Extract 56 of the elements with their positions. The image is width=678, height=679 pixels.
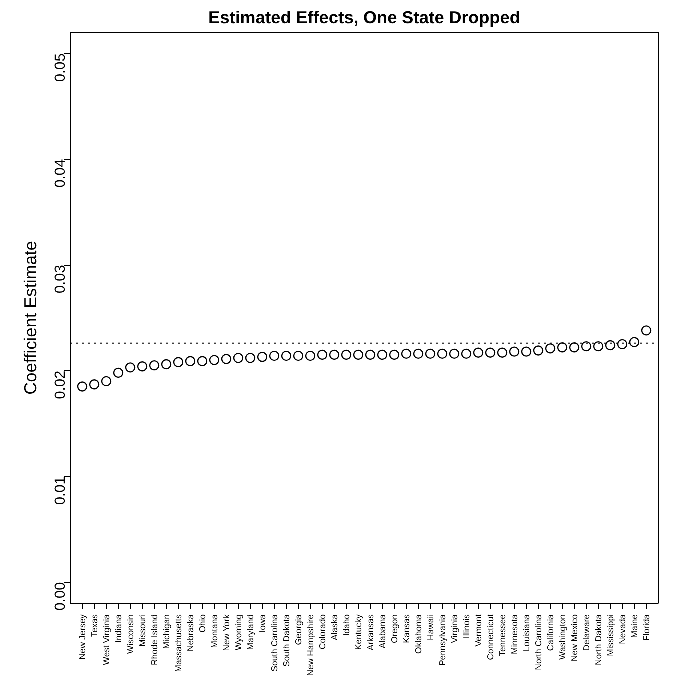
x-tick-label: South Carolina bbox=[270, 614, 280, 672]
x-tick-label: Wisconsin bbox=[126, 614, 136, 654]
x-tick-label: Rhode Island bbox=[150, 614, 160, 666]
x-tick-label: Connecticut bbox=[486, 614, 496, 660]
x-tick-label: Oklahoma bbox=[414, 614, 424, 654]
x-tick-label: Delaware bbox=[582, 614, 592, 652]
x-tick-label: Colorado bbox=[318, 614, 328, 650]
x-tick-label: Washington bbox=[558, 614, 568, 660]
x-tick-label: Iowa bbox=[258, 614, 268, 633]
x-tick-label: Massachusetts bbox=[174, 614, 184, 672]
x-tick-label: South Dakota bbox=[282, 614, 292, 667]
x-tick-label: Kentucky bbox=[354, 614, 364, 650]
y-tick-label: 0.03 bbox=[53, 265, 69, 294]
x-tick-label: Georgia bbox=[294, 614, 304, 646]
x-tick-label: Nevada bbox=[618, 614, 628, 644]
x-tick-label: Illinois bbox=[462, 614, 472, 639]
x-tick-label: Wyoming bbox=[234, 614, 244, 650]
x-tick-label: New Hampshire bbox=[306, 614, 316, 676]
x-tick-label: North Dakota bbox=[594, 614, 604, 666]
x-tick-label: California bbox=[546, 614, 556, 652]
x-tick-label: Alabama bbox=[378, 614, 388, 649]
x-tick-label: New Jersey bbox=[78, 614, 88, 660]
x-tick-label: Maine bbox=[630, 614, 640, 638]
x-tick-label: Alaska bbox=[330, 614, 340, 640]
x-tick-label: Louisiana bbox=[522, 614, 532, 652]
x-tick-label: Oregon bbox=[390, 614, 400, 644]
x-tick-label: Ohio bbox=[198, 614, 208, 633]
y-axis-title: Coefficient Estimate bbox=[20, 241, 40, 395]
y-tick-label: 0.01 bbox=[53, 476, 69, 506]
y-tick-label: 0.04 bbox=[53, 159, 69, 188]
x-tick-label: Florida bbox=[642, 614, 652, 641]
y-tick-label: 0.05 bbox=[53, 54, 69, 82]
x-tick-label: Michigan bbox=[162, 614, 172, 650]
x-tick-label: Indiana bbox=[114, 614, 124, 643]
x-tick-label: Missouri bbox=[138, 614, 148, 647]
x-tick-label: Hawaii bbox=[426, 614, 436, 640]
x-tick-label: Minnesota bbox=[510, 614, 520, 654]
x-tick-label: Arkansas bbox=[366, 614, 376, 651]
x-tick-label: New Mexico bbox=[570, 614, 580, 662]
chart-title: Estimated Effects, One State Dropped bbox=[208, 8, 520, 28]
x-tick-label: Idaho bbox=[342, 614, 352, 636]
x-tick-label: Vermont bbox=[474, 614, 484, 647]
x-tick-label: New York bbox=[222, 614, 232, 652]
x-tick-label: Tennessee bbox=[498, 614, 508, 656]
x-tick-label: North Carolina bbox=[534, 614, 544, 670]
x-tick-label: Kansas bbox=[402, 614, 412, 644]
x-tick-label: Montana bbox=[210, 614, 220, 648]
x-tick-label: Pennsylvania bbox=[438, 614, 448, 666]
x-tick-label: Virginia bbox=[450, 614, 460, 644]
x-tick-label: Mississippi bbox=[606, 614, 616, 656]
y-tick-label: 0.00 bbox=[53, 582, 69, 611]
x-tick-label: West Virginia bbox=[102, 614, 112, 666]
x-tick-label: Texas bbox=[90, 614, 100, 638]
y-tick-label: 0.02 bbox=[53, 370, 69, 400]
x-tick-label: Maryland bbox=[246, 614, 256, 650]
x-tick-label: Nebraska bbox=[186, 614, 196, 652]
